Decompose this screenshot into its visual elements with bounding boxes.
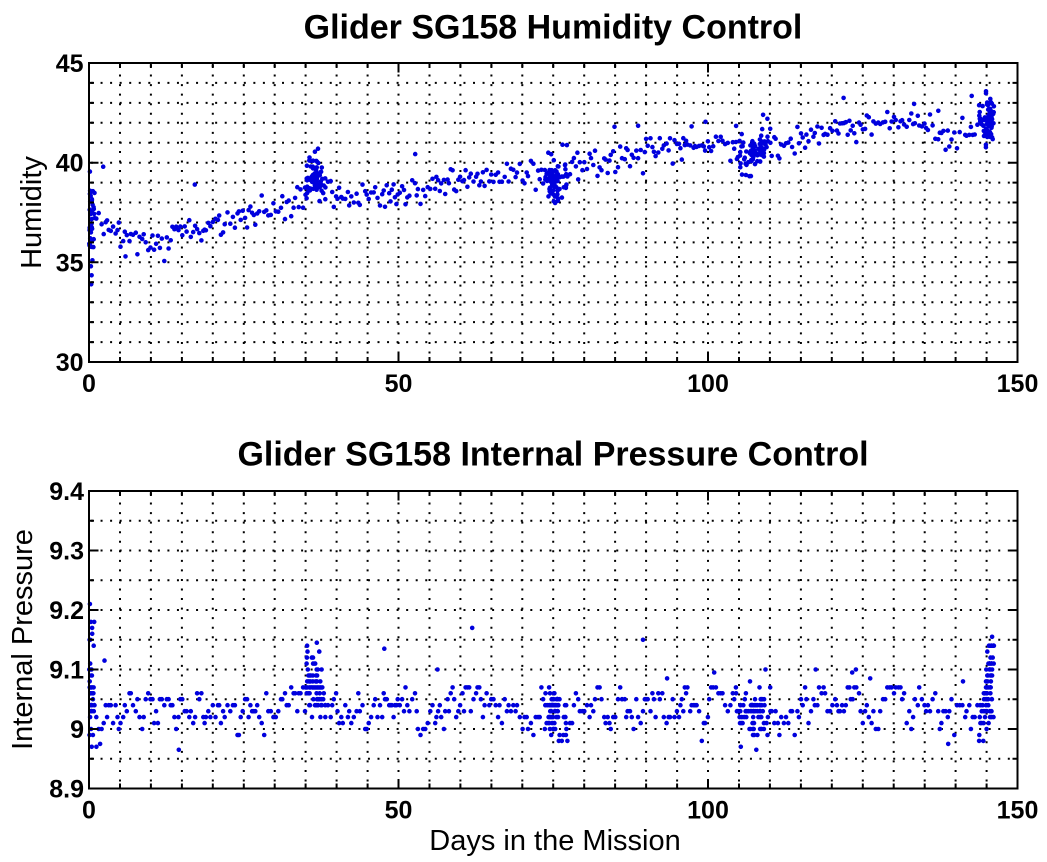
svg-text:9: 9: [70, 716, 84, 744]
svg-text:9.2: 9.2: [49, 597, 84, 625]
svg-text:45: 45: [56, 50, 84, 78]
svg-text:150: 150: [997, 370, 1039, 398]
svg-text:Glider SG158 Internal Pressure: Glider SG158 Internal Pressure Control: [237, 436, 868, 474]
svg-text:Days in the Mission: Days in the Mission: [429, 825, 680, 857]
svg-text:150: 150: [997, 797, 1039, 825]
svg-text:30: 30: [56, 349, 84, 377]
svg-text:8.9: 8.9: [49, 776, 84, 804]
svg-text:50: 50: [385, 370, 413, 398]
svg-text:Internal Pressure: Internal Pressure: [7, 529, 39, 750]
svg-text:0: 0: [82, 797, 96, 825]
svg-text:100: 100: [687, 370, 729, 398]
svg-text:9.1: 9.1: [49, 657, 84, 685]
svg-text:40: 40: [56, 150, 84, 178]
svg-text:9.3: 9.3: [49, 538, 84, 566]
svg-text:0: 0: [82, 370, 96, 398]
svg-text:100: 100: [687, 797, 729, 825]
svg-text:35: 35: [56, 249, 84, 277]
svg-text:Glider SG158 Humidity Control: Glider SG158 Humidity Control: [304, 9, 803, 47]
svg-text:50: 50: [385, 797, 413, 825]
svg-text:9.4: 9.4: [49, 478, 84, 506]
svg-text:Humidity: Humidity: [16, 156, 48, 269]
